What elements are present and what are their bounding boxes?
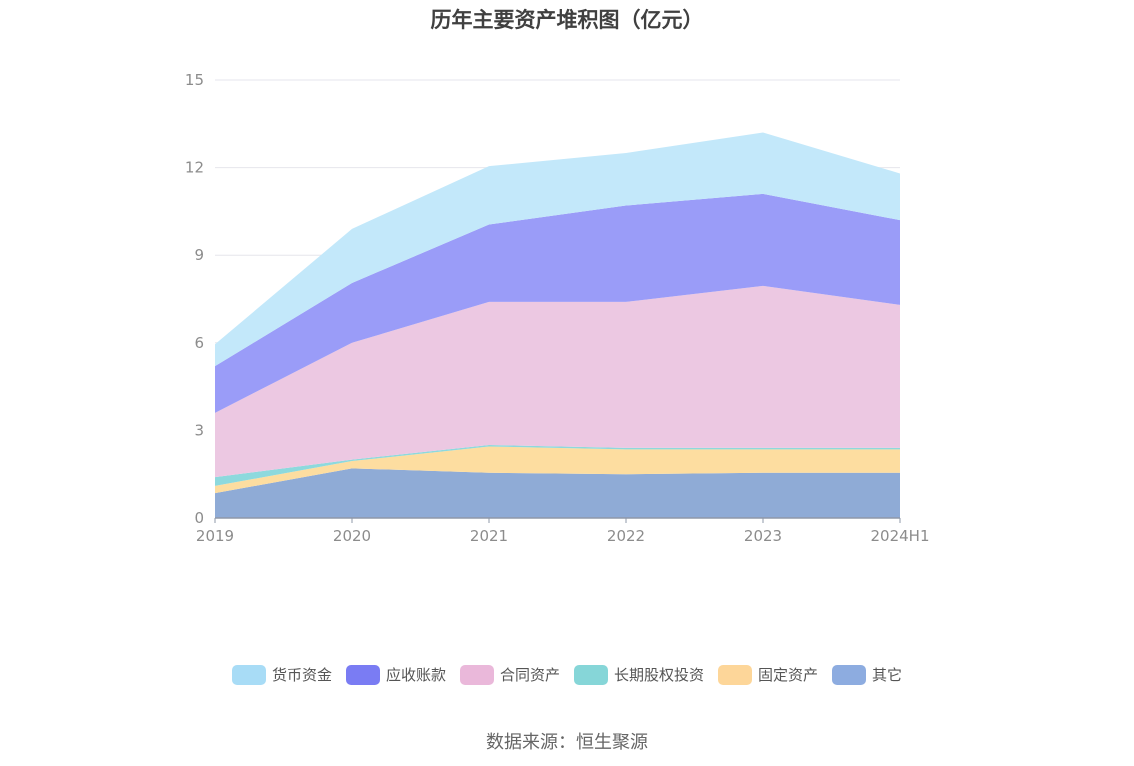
x-tick-label: 2019 [196,527,234,545]
legend-item[interactable]: 固定资产 [718,664,818,685]
legend-label: 固定资产 [758,666,819,684]
legend-label: 长期股权投资 [614,666,705,684]
area-series-1 [215,446,900,494]
legend: 货币资金 应收账款 合同资产 长期股权投资 固定资产 其它 [0,664,1134,685]
legend-item[interactable]: 应收账款 [345,664,446,685]
y-tick-label: 12 [185,159,204,177]
axes: 0 3 6 9 12 15 2019 2020 2021 2022 2023 2024H1 [185,71,930,545]
x-tick-label: 2024H1 [871,527,930,545]
area-series-0 [215,468,900,518]
y-tick-label: 6 [194,334,204,352]
x-tick-label: 2020 [333,527,371,545]
legend-item[interactable]: 货币资金 [231,664,332,685]
area-series-2 [215,445,900,486]
chart-title: 历年主要资产堆积图（亿元） [430,8,704,32]
area-series [215,132,900,518]
x-tick-label: 2021 [470,527,508,545]
legend-label: 合同资产 [499,666,560,684]
legend-swatch [718,664,753,685]
legend-item[interactable]: 其它 [832,664,902,685]
legend-swatch [574,664,608,685]
y-tick-label: 9 [194,246,204,264]
legend-label: 货币资金 [271,666,332,684]
legend-item[interactable]: 长期股权投资 [574,664,704,685]
legend-swatch [832,664,867,685]
legend-swatch [459,664,494,685]
legend-label: 应收账款 [385,666,446,684]
legend-item[interactable]: 合同资产 [459,664,560,685]
source-note: 数据来源：恒生聚源 [486,732,648,753]
x-tick-label: 2023 [744,527,782,545]
legend-swatch [345,664,380,685]
legend-label: 其它 [872,666,903,684]
y-tick-label: 3 [194,421,204,439]
y-tick-label: 0 [194,509,204,527]
y-tick-label: 15 [185,71,204,89]
x-tick-label: 2022 [607,527,645,545]
area-series-3 [215,285,900,478]
area-series-5 [215,132,900,367]
legend-swatch [231,664,266,685]
area-series-4 [215,193,900,413]
